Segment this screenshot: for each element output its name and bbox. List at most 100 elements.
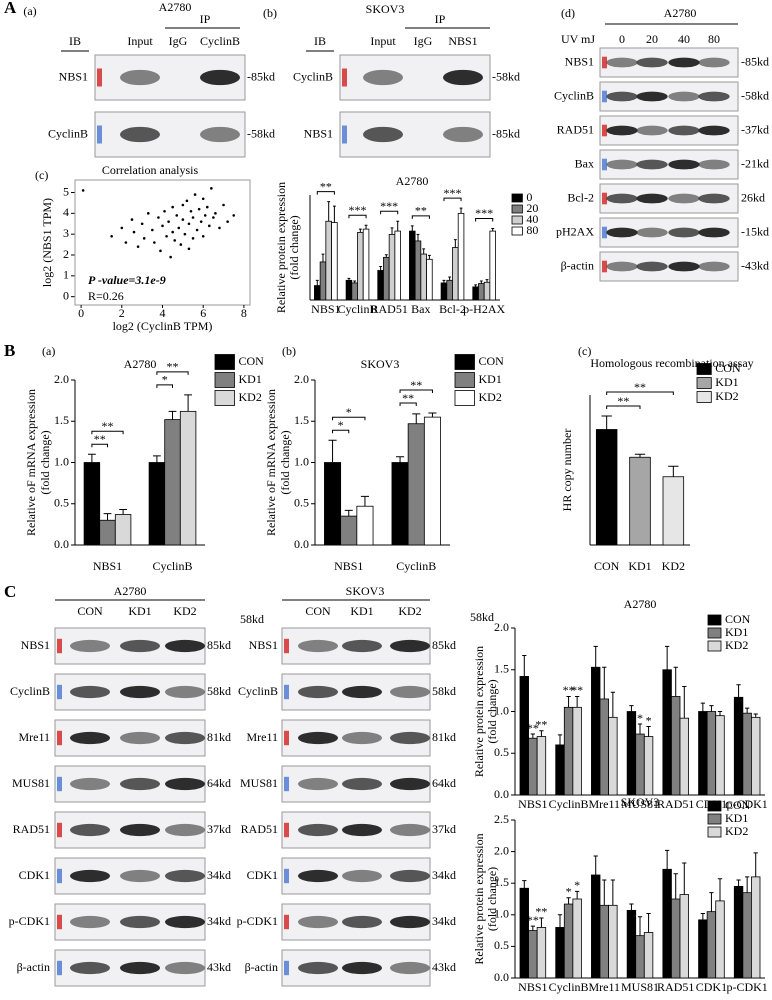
size-label: 34kd bbox=[207, 868, 231, 882]
point bbox=[161, 224, 164, 228]
legend-entry: CON bbox=[725, 612, 751, 626]
band bbox=[120, 869, 160, 883]
row-label: CDK1 bbox=[19, 868, 50, 882]
size-label: -43kd bbox=[741, 258, 769, 272]
x-tick-label: MUS81 bbox=[621, 797, 659, 811]
band bbox=[165, 823, 205, 837]
error-bar bbox=[629, 705, 634, 712]
point bbox=[157, 216, 160, 219]
band bbox=[298, 639, 338, 653]
panel-label: (a) bbox=[23, 4, 36, 18]
row-label: pH2AX bbox=[556, 224, 594, 238]
bar bbox=[391, 462, 409, 546]
band bbox=[342, 915, 382, 929]
band bbox=[200, 69, 240, 86]
bar bbox=[555, 927, 565, 979]
error-bar bbox=[358, 228, 362, 233]
significance-bracket bbox=[91, 443, 108, 448]
significance: ** bbox=[634, 380, 646, 394]
cell-line: SKOV3 bbox=[346, 584, 385, 598]
cell-line: A2780 bbox=[664, 6, 697, 20]
bar bbox=[519, 676, 529, 796]
point bbox=[163, 209, 166, 213]
bar bbox=[599, 698, 609, 796]
treatment-label: UV mJ bbox=[561, 32, 595, 46]
band bbox=[298, 685, 338, 699]
bar bbox=[409, 230, 416, 301]
lane-label: IgG bbox=[414, 34, 433, 48]
bar bbox=[99, 519, 116, 546]
band bbox=[668, 227, 700, 238]
significance: ** bbox=[402, 391, 414, 405]
bar bbox=[519, 887, 529, 979]
x-tick-label: KD1 bbox=[628, 559, 651, 573]
band bbox=[298, 915, 338, 929]
band bbox=[70, 777, 110, 791]
error-bar bbox=[539, 730, 544, 737]
y-tick-label: 0.0 bbox=[494, 970, 509, 984]
row-label: CyclinB bbox=[554, 88, 594, 102]
bar bbox=[528, 737, 538, 796]
size-label: -58kd bbox=[247, 126, 275, 140]
point bbox=[171, 205, 174, 209]
band bbox=[698, 57, 730, 68]
bar bbox=[423, 416, 441, 546]
point bbox=[226, 220, 229, 223]
band bbox=[120, 961, 160, 975]
y-axis-label: Relative oF mRNA expression bbox=[24, 389, 38, 536]
bar bbox=[83, 462, 101, 546]
band bbox=[390, 639, 430, 653]
significance: *** bbox=[380, 199, 398, 213]
legend-swatch bbox=[707, 614, 722, 626]
error-bar bbox=[353, 280, 357, 283]
x-tick-label: NBS1 bbox=[93, 559, 122, 573]
ib-label: IB bbox=[69, 34, 81, 48]
y-axis-label: (fold change) bbox=[287, 215, 301, 279]
error-bar bbox=[422, 248, 426, 255]
band bbox=[636, 261, 668, 272]
bar bbox=[536, 736, 547, 796]
size-label: 58kd bbox=[432, 684, 456, 698]
band bbox=[390, 823, 430, 837]
error-bar bbox=[153, 455, 161, 463]
significance: ** bbox=[94, 432, 106, 446]
ladder bbox=[57, 914, 62, 930]
significance: * bbox=[346, 405, 352, 419]
error-bar bbox=[646, 726, 651, 737]
row-label: CyclinB bbox=[48, 126, 88, 140]
legend-swatch bbox=[511, 215, 523, 225]
bar bbox=[563, 706, 574, 796]
bar bbox=[671, 898, 681, 979]
error-bar bbox=[745, 876, 750, 893]
ladder bbox=[57, 822, 62, 838]
legend-swatch bbox=[707, 640, 722, 652]
band bbox=[606, 91, 638, 102]
row-label: β-actin bbox=[17, 960, 50, 974]
significance: * bbox=[637, 711, 643, 725]
x-tick-label: p-CDK1 bbox=[726, 797, 767, 811]
bar bbox=[489, 230, 496, 301]
point bbox=[205, 205, 209, 209]
band bbox=[363, 69, 403, 86]
band bbox=[70, 639, 110, 653]
chart-title: Correlation analysis bbox=[102, 163, 199, 177]
error-bar bbox=[668, 465, 679, 477]
bar bbox=[345, 279, 353, 301]
ladder bbox=[284, 822, 289, 838]
band bbox=[363, 126, 403, 143]
point bbox=[159, 249, 162, 253]
error-bar bbox=[637, 723, 643, 735]
bar bbox=[420, 253, 427, 301]
error-bar bbox=[736, 879, 741, 887]
significance-bracket bbox=[399, 389, 433, 393]
bar bbox=[706, 711, 717, 796]
y-tick-label: 1.0 bbox=[54, 454, 69, 468]
point bbox=[130, 218, 134, 221]
row-label: MUS81 bbox=[12, 776, 50, 790]
error-bar bbox=[410, 225, 414, 232]
lane-label: NBS1 bbox=[448, 34, 477, 48]
point bbox=[110, 234, 113, 238]
error-bar bbox=[530, 925, 535, 931]
significance-bracket bbox=[348, 214, 367, 219]
lane-label: 20 bbox=[646, 32, 658, 46]
